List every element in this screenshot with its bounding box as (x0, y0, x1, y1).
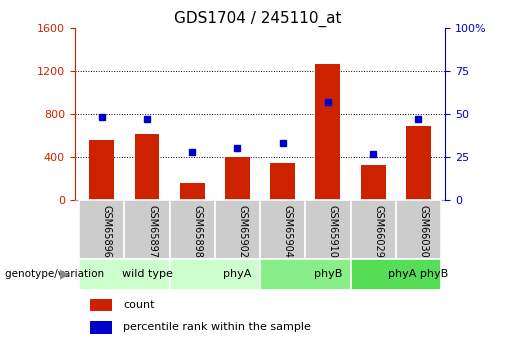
Text: GDS1704 / 245110_at: GDS1704 / 245110_at (174, 10, 341, 27)
Bar (134, 134, 160, 200)
Bar (125, 200, 169, 259)
Text: GSM65897: GSM65897 (147, 205, 157, 258)
Text: GSM65896: GSM65896 (102, 205, 112, 258)
Bar (360, 165, 386, 200)
Text: GSM66029: GSM66029 (373, 205, 383, 258)
Bar (215, 200, 260, 259)
Bar (169, 259, 260, 290)
Bar (305, 200, 351, 259)
Text: phyA: phyA (224, 269, 252, 279)
Bar (90, 140, 114, 200)
Text: count: count (123, 300, 154, 310)
Bar (406, 126, 431, 200)
Bar (316, 64, 340, 200)
Text: phyB: phyB (314, 269, 342, 279)
Bar (225, 157, 250, 200)
Bar (351, 259, 441, 290)
Text: GSM66030: GSM66030 (418, 205, 428, 257)
Bar (260, 200, 305, 259)
Text: GSM65898: GSM65898 (192, 205, 202, 258)
Text: GSM65910: GSM65910 (328, 205, 338, 258)
Bar (79, 259, 169, 290)
Text: GSM65904: GSM65904 (283, 205, 293, 258)
Text: percentile rank within the sample: percentile rank within the sample (123, 322, 311, 332)
Bar (180, 184, 204, 200)
Text: ▶: ▶ (60, 268, 70, 281)
Bar (351, 200, 396, 259)
Bar (396, 200, 441, 259)
Bar (260, 259, 351, 290)
Bar (90, 321, 112, 334)
Bar (270, 163, 295, 200)
Text: genotype/variation: genotype/variation (5, 269, 108, 279)
Text: GSM65902: GSM65902 (237, 205, 248, 258)
Text: wild type: wild type (122, 269, 173, 279)
Bar (90, 299, 112, 311)
Bar (79, 200, 125, 259)
Bar (169, 200, 215, 259)
Text: phyA phyB: phyA phyB (388, 269, 449, 279)
